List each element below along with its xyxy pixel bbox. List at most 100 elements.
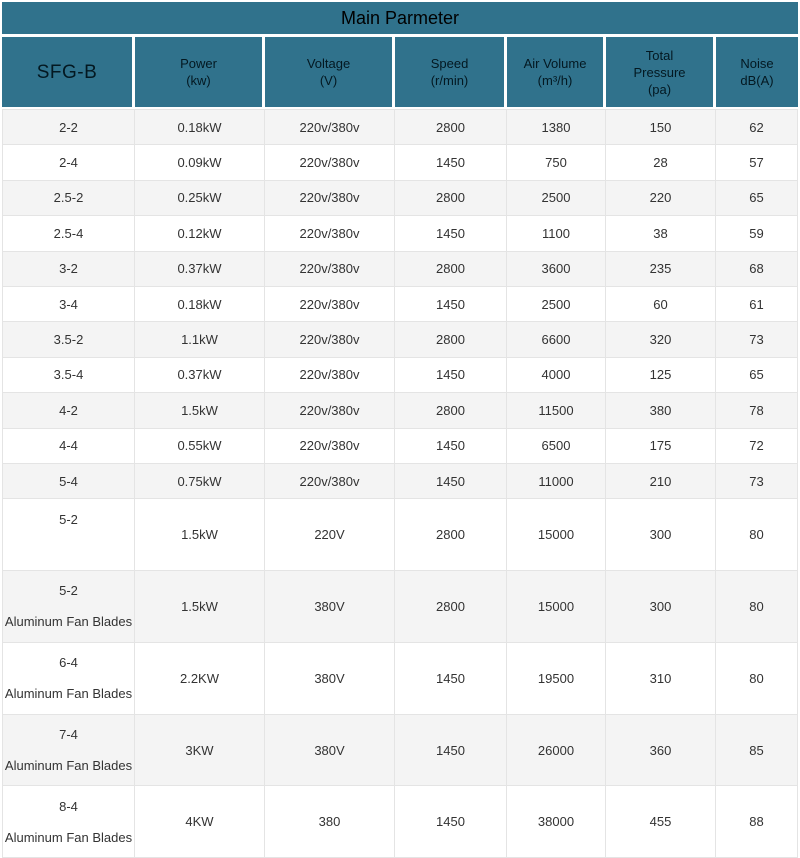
table-row: 5-2 Aluminum Fan Blades 1.5kW 380V 2800 15000…: [2, 571, 798, 643]
total_pressure-cell: 380: [606, 393, 716, 428]
column-header-noise: Noise dB(A): [716, 37, 798, 107]
table-row: 5-2 1.5kW 220V 2800 15000 300 80: [2, 499, 798, 572]
voltage-cell: 220v/380v: [265, 110, 395, 145]
model-cell: 3-4: [2, 286, 135, 322]
power-cell: 3KW: [135, 714, 265, 786]
header-row: SFG-B Power (kw) Voltage (V) Speed (r/min) Air …: [2, 37, 798, 107]
model-cell: 3-2: [2, 251, 135, 286]
speed-cell: 1450: [395, 357, 507, 393]
model-line: 2.5-2: [53, 190, 84, 206]
total_pressure-cell: 150: [606, 110, 716, 145]
voltage-cell: 220v/380v: [265, 357, 395, 393]
voltage-cell: 220v/380v: [265, 322, 395, 357]
table-row: 3-4 0.18kW 220v/380v 1450 2500 60 61: [2, 286, 798, 323]
power-cell: 0.09kW: [135, 145, 265, 180]
power-cell: 0.25kW: [135, 180, 265, 216]
total_pressure-cell: 28: [606, 145, 716, 180]
model-cell: 6-4 Aluminum Fan Blades: [2, 642, 135, 714]
voltage-cell: 380V: [265, 571, 395, 642]
total_pressure-cell: 60: [606, 286, 716, 322]
model-line: 3-2: [59, 261, 78, 277]
voltage-cell: 220v/380v: [265, 145, 395, 180]
speed-cell: 1450: [395, 428, 507, 463]
voltage-cell: 220v/380v: [265, 286, 395, 322]
voltage-cell: 380V: [265, 642, 395, 714]
speed-cell: 2800: [395, 110, 507, 145]
model-line: 8-4: [59, 798, 78, 814]
column-header-power: Power (kw): [135, 37, 265, 107]
voltage-cell: 380V: [265, 714, 395, 786]
total_pressure-cell: 300: [606, 499, 716, 571]
air_volume-cell: 26000: [507, 714, 606, 786]
table-row: 4-2 1.5kW 220v/380v 2800 11500 380 78: [2, 393, 798, 429]
column-header-line: (pa): [647, 81, 672, 97]
speed-cell: 2800: [395, 571, 507, 642]
total_pressure-cell: 210: [606, 463, 716, 499]
table-row: 3.5-2 1.1kW 220v/380v 2800 6600 320 73: [2, 322, 798, 358]
speed-cell: 1450: [395, 286, 507, 322]
model-line: Aluminum Fan Blades: [4, 614, 133, 630]
model-cell: 7-4 Aluminum Fan Blades: [2, 714, 135, 786]
table-row: 7-4 Aluminum Fan Blades 3KW 380V 1450 26000 36…: [2, 714, 798, 787]
table-row: 8-4 Aluminum Fan Blades 4KW 380 1450 38000 455…: [2, 786, 798, 858]
total_pressure-cell: 235: [606, 251, 716, 286]
air_volume-cell: 2500: [507, 180, 606, 216]
table-row: 2.5-4 0.12kW 220v/380v 1450 1100 38 59: [2, 216, 798, 252]
speed-cell: 2800: [395, 393, 507, 428]
total_pressure-cell: 300: [606, 571, 716, 642]
model-line: 2-2: [59, 119, 78, 135]
noise-cell: 72: [716, 428, 798, 463]
column-header-air_volume: Air Volume (m³/h): [507, 37, 606, 107]
model-cell: 2.5-2: [2, 180, 135, 216]
total_pressure-cell: 455: [606, 786, 716, 858]
total_pressure-cell: 175: [606, 428, 716, 463]
model-cell: 3.5-2: [2, 322, 135, 357]
model-cell: 2-2: [2, 110, 135, 145]
column-header-line: Voltage: [306, 56, 351, 71]
model-cell: 3.5-4: [2, 357, 135, 393]
total_pressure-cell: 220: [606, 180, 716, 216]
column-header-line: SFG-B: [36, 61, 98, 83]
speed-cell: 1450: [395, 216, 507, 251]
model-line: 4-4: [59, 438, 78, 454]
table-row: 3.5-4 0.37kW 220v/380v 1450 4000 125 65: [2, 357, 798, 394]
table-body: 2-2 0.18kW 220v/380v 2800 1380 150 62 2-4 0.09kW…: [2, 109, 798, 858]
air_volume-cell: 1100: [507, 216, 606, 251]
air_volume-cell: 11000: [507, 463, 606, 499]
model-line: 3.5-2: [53, 332, 84, 348]
column-header-line: (V): [319, 73, 338, 88]
speed-cell: 1450: [395, 786, 507, 858]
noise-cell: 78: [716, 393, 798, 428]
noise-cell: 65: [716, 357, 798, 393]
total_pressure-cell: 360: [606, 714, 716, 786]
total_pressure-cell: 310: [606, 642, 716, 714]
noise-cell: 73: [716, 463, 798, 499]
air_volume-cell: 15000: [507, 499, 606, 571]
column-header-line: (kw): [186, 73, 211, 88]
noise-cell: 88: [716, 786, 798, 858]
model-line: 6-4: [59, 655, 78, 671]
model-cell: 5-4: [2, 463, 135, 499]
noise-cell: 61: [716, 286, 798, 322]
air_volume-cell: 38000: [507, 786, 606, 858]
column-header-line: Power: [180, 56, 217, 71]
speed-cell: 2800: [395, 251, 507, 286]
column-header-line: Speed: [430, 56, 469, 71]
model-cell: 4-4: [2, 428, 135, 463]
column-header-model: SFG-B: [2, 37, 135, 107]
model-line: 5-2: [59, 511, 78, 527]
column-header-total_pressure: Total Pressure (pa): [606, 37, 716, 107]
speed-cell: 1450: [395, 714, 507, 786]
speed-cell: 1450: [395, 642, 507, 714]
noise-cell: 85: [716, 714, 798, 786]
model-line: 3-4: [59, 296, 78, 312]
speed-cell: 2800: [395, 180, 507, 216]
noise-cell: 80: [716, 642, 798, 714]
column-header-speed: Speed (r/min): [395, 37, 507, 107]
voltage-cell: 380: [265, 786, 395, 858]
noise-cell: 57: [716, 145, 798, 180]
column-header-line: (r/min): [430, 73, 469, 88]
air_volume-cell: 11500: [507, 393, 606, 428]
total_pressure-cell: 320: [606, 322, 716, 357]
noise-cell: 65: [716, 180, 798, 216]
